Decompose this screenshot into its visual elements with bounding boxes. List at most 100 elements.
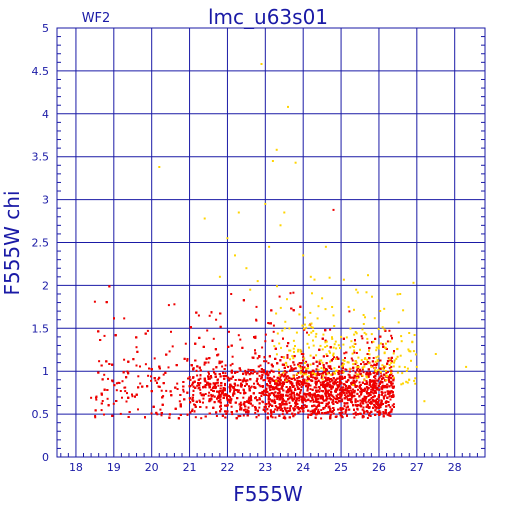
data-point [179,414,182,416]
data-point [295,384,298,387]
data-point [103,373,106,376]
data-point [208,385,211,388]
data-point [311,388,314,391]
data-point [263,393,266,396]
data-point [321,412,324,415]
data-point [288,380,291,383]
data-point [271,365,274,368]
data-point [279,376,282,379]
data-point [127,416,130,418]
data-point [221,392,224,395]
data-point [375,401,378,404]
data-point [348,398,351,401]
data-point [228,395,230,397]
data-point [290,381,293,384]
data-point [334,401,337,403]
data-point [320,417,323,420]
data-point [224,382,226,385]
data-point [282,399,285,402]
data-point [338,412,341,414]
data-point [379,381,382,384]
data-point [348,374,351,377]
data-point [106,397,109,400]
data-point [168,413,171,416]
data-point [329,328,332,331]
data-point [280,393,282,396]
data-point [219,395,222,398]
data-point [365,385,368,388]
data-point [315,368,318,371]
data-point [286,356,289,359]
data-point [382,376,385,379]
data-point [386,340,389,343]
data-point [320,409,323,412]
data-point [350,383,353,386]
data-point [192,368,195,371]
data-point [386,413,389,416]
data-point [320,383,323,386]
data-point [388,329,391,332]
data-point [219,387,222,390]
data-point [314,397,317,400]
data-point [160,389,163,392]
data-point [324,380,327,382]
data-point [94,409,97,412]
data-point [204,393,207,395]
data-point [242,299,245,302]
data-point [269,380,272,383]
data-point [383,373,386,376]
data-point [279,379,282,382]
data-point [199,401,202,403]
data-point [285,390,288,393]
data-point [385,386,388,389]
data-point [229,384,231,387]
data-point [283,375,286,378]
data-point [239,415,242,417]
data-point [193,410,196,413]
data-point [301,368,304,371]
data-point [290,391,293,394]
data-point [308,371,311,374]
data-point [343,404,346,407]
data-point [248,389,251,392]
data-point [206,329,209,332]
data-point [316,381,318,384]
data-point [327,389,330,392]
data-point [378,388,381,391]
data-point [385,372,388,374]
data-point [372,392,375,395]
data-point [135,393,138,396]
data-point [296,377,299,380]
data-point [372,396,375,399]
data-point [309,388,312,391]
data-point [303,371,306,374]
data-point [202,401,204,404]
data-point [264,333,267,336]
data-point [270,392,273,395]
data-point [194,359,197,362]
data-point [338,400,341,403]
data-point [374,377,377,380]
data-point [274,408,277,411]
data-point [356,404,359,407]
data-point [207,361,210,364]
data-point [108,285,111,288]
data-point [299,305,302,308]
data-point [390,382,392,385]
data-point [136,350,139,353]
data-point [329,378,332,380]
data-point [316,371,319,374]
data-point [200,393,203,396]
data-point [311,379,314,382]
data-point [376,411,379,413]
data-point [313,410,316,413]
data-point [194,386,197,389]
data-point [170,330,172,333]
data-point [246,371,249,374]
data-point [272,370,275,373]
data-point [333,397,336,400]
data-point [265,389,268,392]
data-point [384,329,387,332]
data-point [386,396,389,399]
